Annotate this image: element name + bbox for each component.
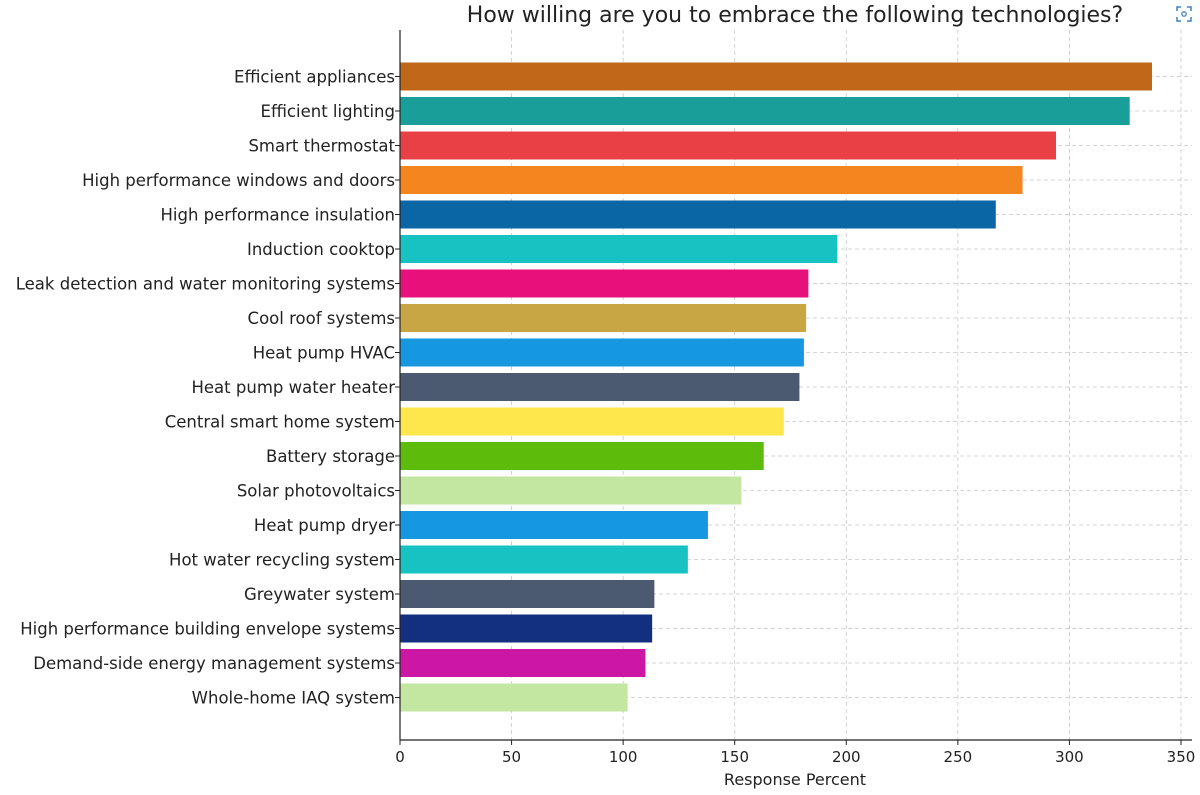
category-label: High performance insulation bbox=[161, 206, 395, 225]
expand-icon[interactable] bbox=[1176, 6, 1192, 22]
bar bbox=[400, 545, 688, 574]
bar bbox=[400, 166, 1023, 194]
x-tick-labels: 0 50 100 150 200 250 300 350 bbox=[395, 740, 1195, 766]
x-tick-label: 250 bbox=[944, 748, 973, 766]
x-tick-label: 350 bbox=[1167, 748, 1196, 766]
x-tick-label: 150 bbox=[720, 748, 749, 766]
category-label: Heat pump dryer bbox=[254, 516, 395, 535]
category-label: Demand-side energy management systems bbox=[33, 654, 395, 673]
category-label: Greywater system bbox=[244, 585, 395, 604]
category-label: Central smart home system bbox=[165, 413, 395, 432]
category-label: Heat pump water heater bbox=[192, 378, 396, 397]
category-label: Whole-home IAQ system bbox=[192, 689, 395, 708]
category-label: Battery storage bbox=[266, 447, 395, 466]
category-label: Efficient lighting bbox=[261, 102, 395, 121]
bar bbox=[400, 683, 628, 712]
category-label: Efficient appliances bbox=[234, 68, 395, 87]
x-tick-label: 200 bbox=[832, 748, 861, 766]
bar bbox=[400, 442, 764, 470]
chart-title: How willing are you to embrace the follo… bbox=[467, 3, 1123, 28]
bar bbox=[400, 511, 708, 539]
x-tick-label: 100 bbox=[609, 748, 638, 766]
bar bbox=[400, 373, 800, 401]
bar bbox=[400, 269, 809, 298]
category-label: Induction cooktop bbox=[247, 240, 395, 259]
bar bbox=[400, 131, 1057, 160]
bar bbox=[400, 649, 646, 677]
x-axis-label: Response Percent bbox=[724, 770, 866, 789]
x-tick-label: 0 bbox=[395, 748, 405, 766]
bar bbox=[400, 235, 838, 263]
category-label: Solar photovoltaics bbox=[237, 482, 395, 501]
category-labels: Efficient appliances Efficient lighting Sm… bbox=[16, 68, 400, 708]
category-label: Cool roof systems bbox=[248, 309, 395, 328]
category-label: Leak detection and water monitoring syst… bbox=[16, 275, 395, 294]
category-label: High performance windows and doors bbox=[82, 171, 395, 190]
category-label: Heat pump HVAC bbox=[253, 344, 395, 363]
bar bbox=[400, 407, 784, 436]
x-tick-label: 50 bbox=[502, 748, 521, 766]
bar bbox=[400, 338, 804, 367]
bar bbox=[400, 97, 1130, 125]
bar bbox=[400, 476, 742, 505]
bar bbox=[400, 62, 1152, 91]
axes bbox=[399, 30, 1192, 741]
bar bbox=[400, 580, 655, 608]
bar bbox=[400, 200, 996, 229]
bar bbox=[400, 304, 807, 332]
category-label: Hot water recycling system bbox=[169, 551, 395, 570]
bars bbox=[400, 62, 1152, 712]
x-tick-label: 300 bbox=[1055, 748, 1084, 766]
category-label: Smart thermostat bbox=[248, 137, 395, 156]
category-label: High performance building envelope syste… bbox=[20, 620, 395, 639]
bar bbox=[400, 614, 653, 643]
